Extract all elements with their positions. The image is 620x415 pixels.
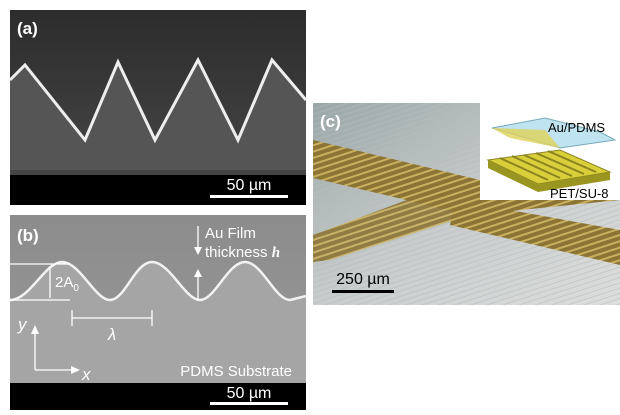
scale-bar <box>210 195 288 198</box>
substrate-label: PDMS Substrate <box>180 363 292 380</box>
panel-b: (b) 2A0 λ Au Film thickness h y x PDMS S… <box>10 215 306 410</box>
figure: (a) 50 µm (b) 2A0 λ Au Film thickness h … <box>0 0 620 415</box>
top-layer-label: Au/PDMS <box>548 120 605 135</box>
panel-c: Au/PDMS PET/SU-8 (c) 250 µm <box>313 103 620 305</box>
amplitude-text: 2A <box>55 274 73 291</box>
x-axis-label: x <box>81 365 91 384</box>
thickness-label: thickness h <box>205 244 280 261</box>
bottom-layer-label: PET/SU-8 <box>550 186 609 201</box>
scale-bar <box>210 402 288 405</box>
scale-bar <box>332 290 394 293</box>
panel-label: (c) <box>320 112 341 131</box>
thickness-text: thickness <box>205 244 268 261</box>
film-label: Au Film <box>205 225 256 242</box>
scale-bar-label: 50 µm <box>227 385 272 402</box>
scale-bar-label: 50 µm <box>227 177 272 194</box>
panel-a: (a) 50 µm <box>10 10 306 205</box>
amplitude-subscript: 0 <box>73 283 79 294</box>
y-axis-label: y <box>17 315 28 334</box>
panel-label: (b) <box>17 226 39 245</box>
scale-bar-label: 250 µm <box>336 271 390 288</box>
thickness-symbol: h <box>272 245 280 261</box>
panel-label: (a) <box>17 19 38 38</box>
wavelength-label: λ <box>107 325 116 344</box>
